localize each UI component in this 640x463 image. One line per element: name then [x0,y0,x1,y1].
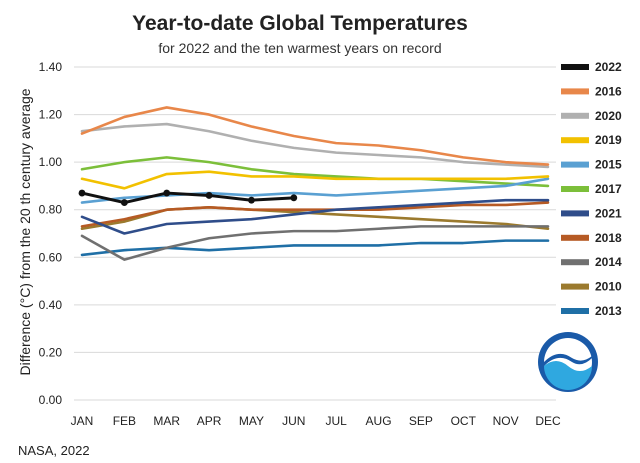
legend-swatch [561,259,589,266]
source-note: NASA, 2022 [18,443,90,458]
legend-swatch [561,186,589,192]
legend-label: 2016 [595,84,622,98]
series-line-2021 [80,198,550,235]
legend-label: 2020 [595,109,622,123]
legend-label: 2018 [595,231,622,245]
x-tick-label: JAN [71,414,94,428]
y-tick-label: 1.20 [39,108,63,122]
y-tick-label: 0.80 [39,203,63,217]
series-line-2016 [80,106,550,166]
series-2022 [78,189,298,206]
legend-label: 2022 [595,60,622,74]
series-2018 [80,201,550,228]
legend-swatch [561,210,589,217]
legend-label: 2021 [595,206,622,220]
data-point [163,189,171,197]
legend-item-2018: 2018 [561,231,622,245]
chart-title: Year-to-date Global Temperatures [132,12,468,35]
legend: 2022 2016 2020 2019 2015 2017 2021 2018 2014 2010… [561,60,622,318]
legend-swatch [561,234,589,241]
x-tick-label: AUG [366,414,392,428]
data-point [78,189,86,197]
legend-label: 2015 [595,158,622,172]
y-axis-ticks: 0.00 0.20 0.40 0.60 0.80 1.00 1.20 1.40 [39,60,63,407]
x-tick-label: OCT [451,414,477,428]
y-axis-label: Difference (°C) from the 20 th century a… [17,88,33,375]
legend-label: 2010 [595,280,622,294]
series-lines [78,106,550,261]
y-tick-label: 1.40 [39,60,63,74]
y-tick-label: 0.20 [39,345,63,359]
legend-label: 2017 [595,182,622,196]
series-2019 [80,170,550,190]
series-line-2013 [80,239,550,257]
chart-subtitle: for 2022 and the ten warmest years on re… [158,40,442,56]
legend-swatch [561,283,589,290]
legend-item-2017: 2017 [561,182,622,196]
series-2021 [80,198,550,235]
y-tick-label: 1.00 [39,155,63,169]
x-tick-label: SEP [409,414,433,428]
x-tick-label: JUL [326,414,348,428]
legend-swatch [561,308,589,314]
data-point [205,192,213,199]
series-2017 [80,156,550,188]
x-tick-label: MAR [153,414,180,428]
legend-swatch [561,88,589,95]
legend-item-2015: 2015 [561,158,622,172]
noaa-logo-icon [538,332,598,392]
legend-label: 2019 [595,133,622,147]
series-2014 [80,225,550,261]
legend-item-2010: 2010 [561,280,622,294]
series-line-2014 [80,225,550,261]
legend-item-2019: 2019 [561,133,622,147]
data-point [120,199,128,206]
y-tick-label: 0.40 [39,298,63,312]
legend-item-2020: 2020 [561,109,622,123]
legend-swatch [561,137,589,144]
series-2020 [80,122,550,169]
y-tick-label: 0.00 [39,393,63,407]
grid [74,66,556,401]
data-point [248,196,255,204]
legend-item-2013: 2013 [561,304,622,318]
series-2013 [80,239,550,257]
series-line-2017 [80,156,550,188]
legend-label: 2013 [595,304,622,318]
series-line-2020 [80,122,550,169]
series-line-2022 [80,191,296,205]
legend-swatch [561,112,589,119]
x-tick-label: FEB [113,414,136,428]
x-tick-label: NOV [493,414,519,428]
series-2016 [80,106,550,166]
legend-item-2021: 2021 [561,206,622,220]
y-tick-label: 0.60 [39,250,63,264]
legend-label: 2014 [595,255,622,269]
legend-item-2022: 2022 [561,60,622,74]
x-tick-label: MAY [239,414,264,428]
x-tick-label: JUN [282,414,305,428]
x-tick-label: DEC [535,414,561,428]
x-axis-ticks: JAN FEB MAR APR MAY JUN JUL AUG SEP OCT NOV DEC [71,414,561,428]
x-tick-label: APR [197,414,222,428]
legend-swatch [561,161,589,168]
series-line-2018 [80,201,550,228]
legend-swatch [561,64,589,70]
data-point [290,194,298,202]
series-line-2019 [80,170,550,190]
legend-item-2016: 2016 [561,84,622,98]
legend-item-2014: 2014 [561,255,622,269]
